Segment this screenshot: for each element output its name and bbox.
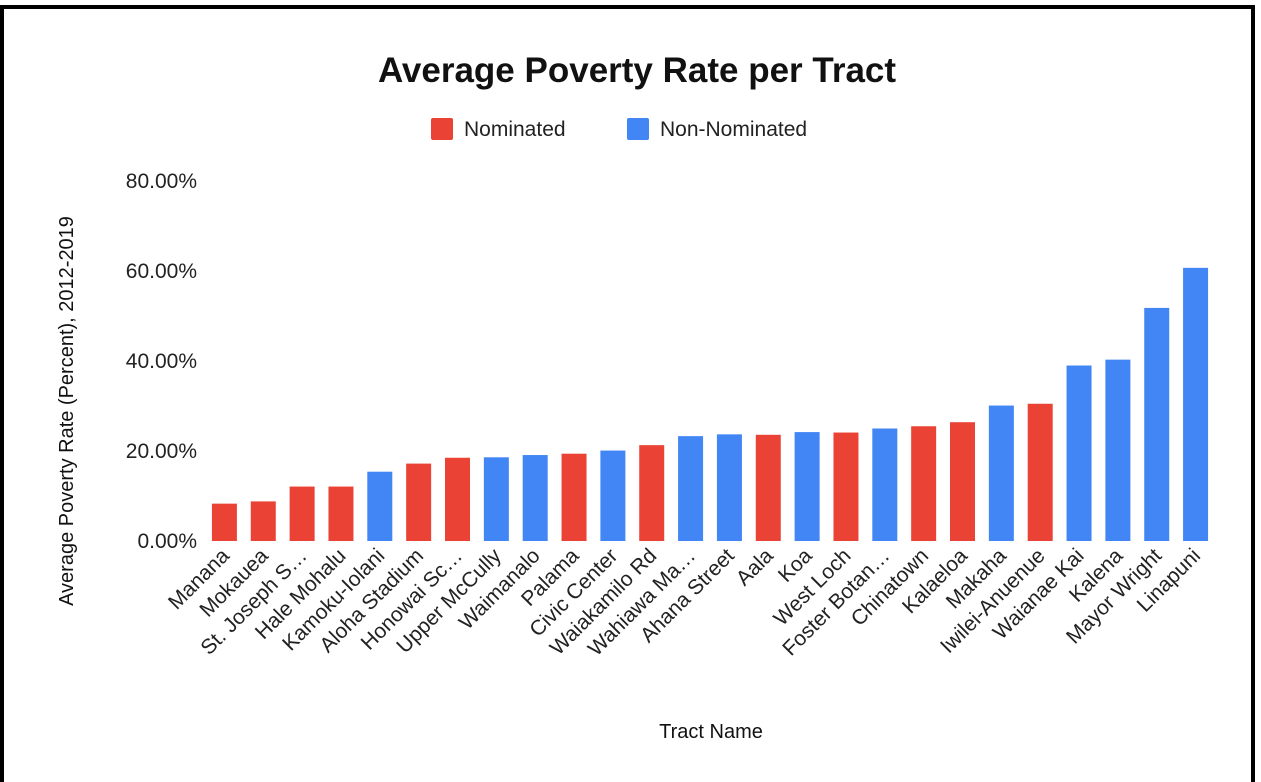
- bar: [483, 457, 509, 541]
- bar: [794, 432, 820, 541]
- bar: [1183, 267, 1209, 541]
- y-tick-label: 60.00%: [126, 260, 197, 283]
- bar: [289, 486, 315, 541]
- legend: Nominated Non-Nominated: [431, 118, 807, 141]
- bar: [600, 450, 626, 541]
- bar: [639, 445, 665, 541]
- bar: [1066, 365, 1092, 541]
- y-tick-label: 20.00%: [126, 440, 197, 463]
- y-tick-label: 80.00%: [126, 170, 197, 193]
- bar: [211, 503, 237, 541]
- y-axis: 0.00% 20.00% 40.00% 60.00% 80.00%: [126, 170, 197, 553]
- bar: [988, 405, 1014, 541]
- y-tick-label: 40.00%: [126, 350, 197, 373]
- bar: [716, 434, 742, 541]
- bar: [561, 453, 587, 541]
- bar: [678, 436, 704, 541]
- bar: [950, 422, 975, 541]
- bar: [367, 471, 393, 541]
- bar: [872, 428, 898, 541]
- legend-swatch-non-nominated: [627, 118, 649, 140]
- bar: [250, 501, 276, 541]
- legend-label-nominated: Nominated: [464, 118, 566, 141]
- bar: [445, 457, 470, 541]
- bar: [755, 434, 781, 541]
- bar: [328, 486, 354, 541]
- bar: [406, 463, 432, 541]
- bar: [1027, 403, 1053, 541]
- bars: [211, 267, 1209, 541]
- legend-swatch-nominated: [431, 118, 453, 140]
- bar: [1105, 359, 1131, 541]
- bar: [911, 426, 937, 541]
- x-axis-title: Tract Name: [659, 721, 763, 743]
- y-axis-title: Average Poverty Rate (Percent), 2012-201…: [56, 216, 78, 606]
- y-tick-label: 0.00%: [137, 530, 197, 553]
- bar: [833, 432, 859, 541]
- legend-label-non-nominated: Non-Nominated: [660, 118, 807, 141]
- bar: [522, 455, 548, 541]
- chart-title: Average Poverty Rate per Tract: [378, 51, 896, 90]
- x-tick-label: Aala: [732, 544, 778, 590]
- chart-frame: [0, 5, 1255, 782]
- bar: [1144, 307, 1170, 541]
